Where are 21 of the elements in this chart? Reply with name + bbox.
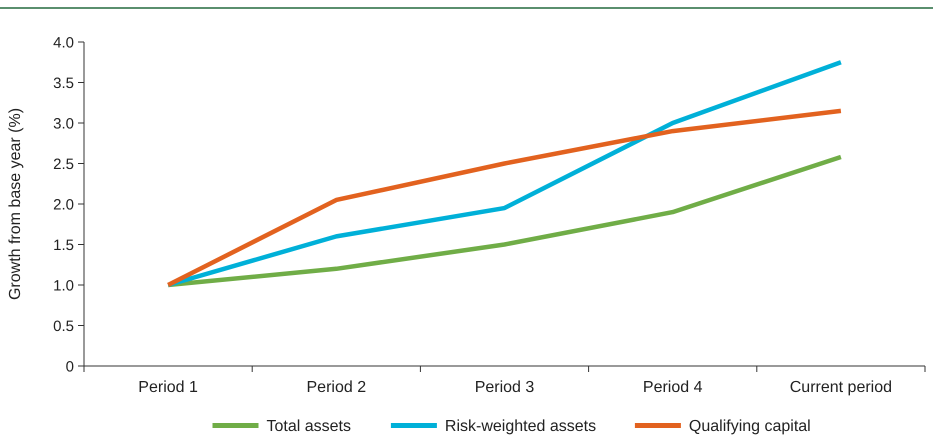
legend-label: Qualifying capital — [688, 418, 811, 435]
x-tick-label: Period 3 — [474, 379, 534, 396]
y-tick-label: 1.0 — [53, 277, 74, 294]
y-tick-label: 4.0 — [53, 34, 74, 52]
line-series — [166, 108, 844, 288]
line-series — [166, 154, 844, 288]
legend-label: Total assets — [266, 418, 351, 435]
y-tick-label: 0.5 — [53, 318, 74, 335]
y-axis-title: Growth from base year (%) — [7, 108, 24, 300]
x-tick-label: Current period — [790, 379, 892, 396]
y-tick-label: 0 — [66, 358, 74, 376]
y-tick-label: 3.5 — [53, 74, 74, 92]
x-tick-label: Period 2 — [306, 379, 366, 396]
y-tick-label: 1.5 — [53, 236, 74, 254]
line-series — [166, 60, 844, 288]
legend-label: Risk-weighted assets — [444, 418, 596, 435]
x-tick-label: Period 1 — [138, 379, 198, 396]
y-tick-label: 3.0 — [53, 115, 74, 132]
y-tick-label: 2.0 — [53, 196, 74, 214]
y-tick-label: 2.5 — [53, 156, 74, 173]
x-tick-label: Period 4 — [642, 379, 703, 396]
